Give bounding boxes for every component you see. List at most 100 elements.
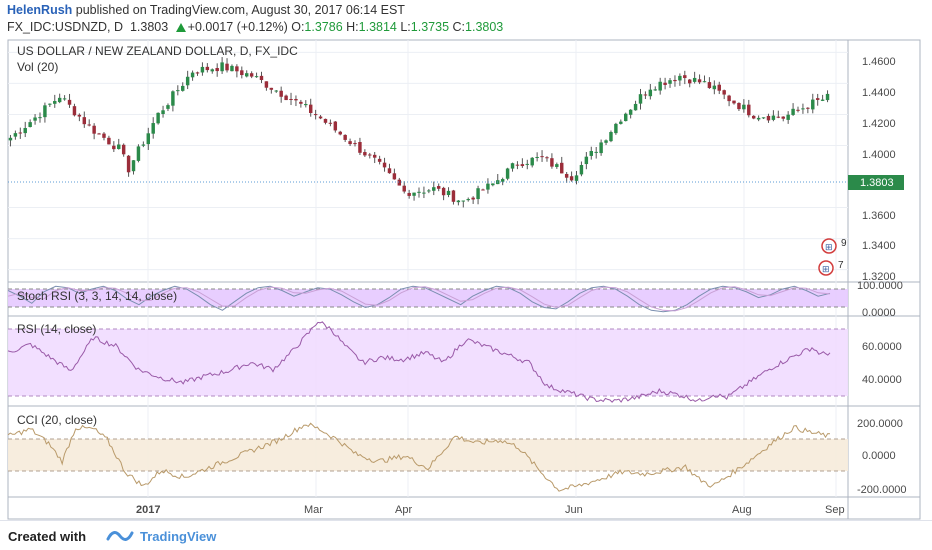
rsi-line (7, 321, 831, 403)
candle-body (387, 168, 392, 174)
candle-body (43, 105, 47, 118)
candle-body (678, 75, 682, 81)
flag-icon (821, 238, 837, 254)
candle-body (235, 66, 239, 72)
candle-body (368, 154, 372, 156)
up-arrow-icon (175, 23, 186, 32)
chart-frame (7, 39, 921, 520)
candle-body (422, 192, 426, 194)
candle-body (761, 117, 766, 119)
high-value: 1.3814 (358, 20, 397, 34)
rsi-tick: 40.0000 (862, 374, 902, 386)
candle-body (584, 156, 589, 165)
candle-body (751, 115, 756, 119)
candle-body (200, 66, 205, 73)
cci-line (7, 422, 831, 492)
close-value: 1.3803 (465, 20, 504, 34)
candle-body (569, 176, 574, 181)
cci-tick: -200.0000 (857, 484, 907, 496)
time-tick: 2017 (136, 504, 160, 516)
candle-body (220, 62, 224, 72)
time-tick: Apr (395, 504, 412, 516)
flag-glyph: ⊞ (825, 242, 833, 252)
marker-count: 7 (838, 260, 844, 271)
candle-body (771, 115, 776, 120)
candle-body (801, 108, 805, 110)
candle-body (525, 163, 530, 165)
candle-body (628, 109, 633, 115)
candle-body (53, 101, 57, 104)
candle-body (697, 79, 702, 83)
last-price: 1.3803 (129, 20, 169, 34)
candle-body (274, 90, 278, 92)
candle-body (87, 124, 91, 126)
candle-body (500, 179, 505, 182)
candle-body (245, 73, 249, 77)
candle-body (707, 82, 712, 89)
candle-body (436, 186, 441, 189)
indicator-bands (8, 288, 848, 472)
candle-body (171, 91, 175, 106)
candle-body (702, 81, 707, 83)
candle-body (323, 118, 328, 123)
candle-body (604, 140, 608, 143)
candle-body (776, 116, 781, 118)
candle-body (102, 133, 106, 138)
candle-body (825, 93, 830, 101)
indicator-lines (7, 285, 831, 492)
candle-body (648, 89, 653, 97)
candle-body (545, 157, 549, 159)
candle-body (348, 141, 352, 145)
candle-body (97, 133, 101, 135)
candle-body (358, 142, 362, 153)
candle-body (151, 123, 155, 134)
price-tick: 1.4000 (862, 149, 896, 161)
candle-body (13, 133, 18, 137)
candle-body (412, 192, 416, 196)
candle-body (471, 197, 475, 200)
candle-body (727, 95, 731, 102)
tradingview-brand-link[interactable]: TradingView (140, 529, 217, 544)
candle-body (77, 114, 82, 117)
candle-body (564, 173, 569, 178)
candlestick-series (8, 57, 830, 208)
candle-body (717, 84, 721, 91)
candle-body (535, 156, 539, 158)
candle-body (594, 151, 598, 153)
candle-body (225, 63, 229, 71)
chart-canvas[interactable]: 1.3803 1.4600 1.4400 1.4200 1.4000 1.360… (0, 0, 932, 520)
candle-body (722, 90, 726, 95)
candle-body (210, 69, 214, 72)
candle-body (619, 121, 623, 124)
candle-body (786, 114, 790, 120)
candle-body (289, 98, 293, 100)
candle-body (599, 142, 603, 154)
candle-body (432, 187, 436, 191)
event-marker[interactable]: ⊞ 7 (818, 260, 844, 276)
candle-body (806, 107, 810, 109)
candle-body (299, 101, 303, 104)
candle-body (156, 112, 160, 124)
candle-body (712, 85, 717, 90)
candle-body (520, 164, 525, 167)
tradingview-logo-icon[interactable] (106, 527, 134, 543)
candle-body (589, 150, 593, 156)
candle-body (126, 155, 131, 173)
candle-body (185, 76, 190, 86)
candle-body (318, 116, 323, 119)
candle-body (781, 116, 785, 119)
candle-body (456, 200, 461, 203)
author-name[interactable]: HelenRush (7, 3, 73, 17)
candle-body (28, 122, 32, 127)
candle-body (683, 75, 687, 79)
candle-body (23, 128, 27, 134)
flag-glyph: ⊞ (822, 264, 830, 274)
symbol-line: FX_IDC:USDNZD, D 1.3803 +0.0017 (+0.12%)… (7, 20, 503, 35)
cci-title: CCI (20, close) (17, 413, 97, 427)
price-tick: 1.3200 (862, 271, 896, 283)
event-marker[interactable]: ⊞ 9 (821, 238, 847, 254)
candle-body (382, 162, 387, 168)
candle-body (550, 158, 554, 167)
candle-body (560, 162, 564, 174)
candle-body (441, 187, 446, 196)
